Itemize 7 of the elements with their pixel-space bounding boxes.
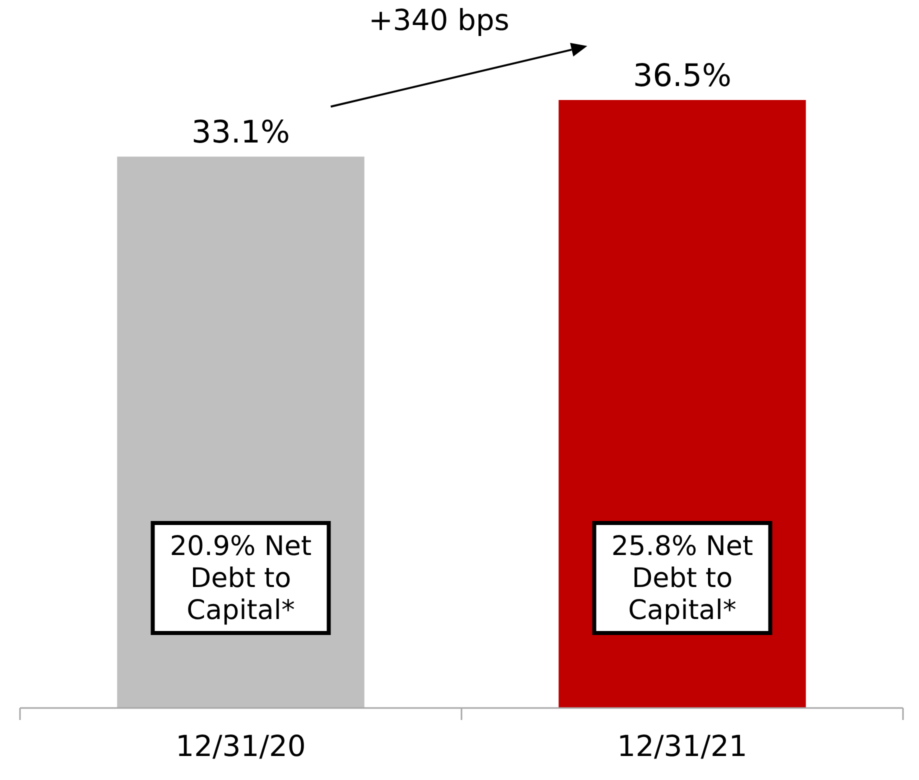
x-tick-label: 12/31/21	[617, 729, 748, 763]
annotation: 25.8% Net Debt to Capital*	[611, 530, 754, 626]
annotation: 20.9% Net Debt to Capital*	[170, 530, 312, 626]
data-label: 33.1%	[192, 114, 290, 151]
data-label: 36.5%	[633, 58, 732, 94]
x-tick-label: 12/31/20	[176, 729, 306, 763]
text: +340 bps	[368, 3, 510, 37]
